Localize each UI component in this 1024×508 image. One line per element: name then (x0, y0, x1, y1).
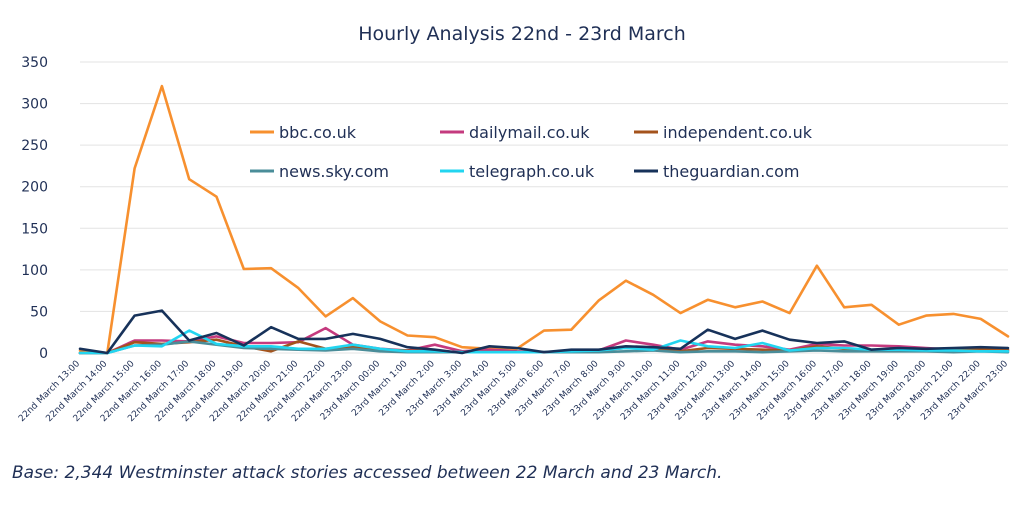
series-line-bbc-co-uk (78, 84, 1010, 355)
caption: Base: 2,344 Westminster attack stories a… (12, 463, 723, 483)
legend-label-bbc-co-uk: bbc.co.uk (279, 123, 357, 142)
chart-title: Hourly Analysis 22nd - 23rd March (358, 23, 686, 45)
gridlines (80, 61, 1008, 354)
y-tick-label: 300 (21, 97, 48, 113)
y-tick-label: 50 (30, 304, 48, 320)
y-axis: 0 50 100 150 200 250 300 350 (21, 55, 48, 362)
y-tick-label: 250 (21, 138, 48, 154)
y-tick-label: 150 (21, 221, 48, 237)
y-tick-label: 350 (21, 55, 48, 71)
y-tick-label: 200 (21, 180, 48, 196)
legend-label-news-sky-com: news.sky.com (279, 162, 389, 181)
legend-label-telegraph-co-uk: telegraph.co.uk (469, 162, 595, 181)
legend-label-dailymail-co-uk: dailymail.co.uk (469, 123, 590, 142)
series-line-theguardian-com (78, 309, 1010, 355)
legend: bbc.co.uk dailymail.co.uk independent.co.u… (250, 123, 813, 181)
y-tick-label: 0 (39, 346, 48, 362)
series-lines (78, 84, 1010, 355)
legend-label-independent-co-uk: independent.co.uk (663, 123, 813, 142)
y-tick-label: 100 (21, 263, 48, 279)
legend-label-theguardian-com: theguardian.com (663, 162, 799, 181)
